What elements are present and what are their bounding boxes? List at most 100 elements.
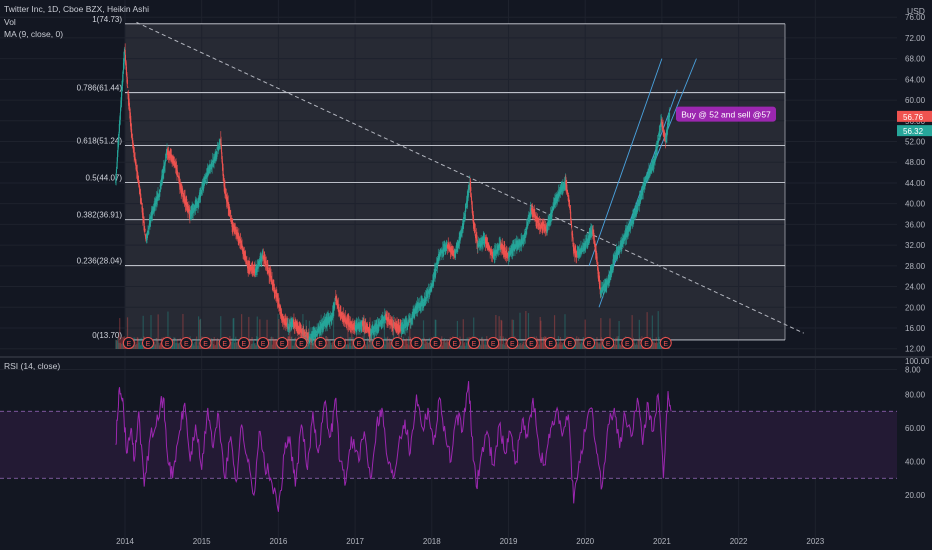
candle-body [533, 214, 535, 217]
candle-body [568, 199, 570, 202]
volume-bar [347, 313, 349, 349]
candle-body [469, 183, 471, 185]
candle-body [330, 319, 332, 321]
time-axis-label: 2021 [653, 537, 671, 546]
candle-body [656, 146, 658, 149]
last-price-text: 56.76 [903, 113, 924, 122]
candles [115, 43, 671, 347]
candle-body [231, 224, 233, 227]
candle-body [136, 170, 138, 175]
volume-bar [656, 343, 659, 349]
candle-body [639, 197, 641, 203]
volume-bar [519, 312, 521, 349]
volume-bar [484, 339, 486, 349]
earnings-letter: E [529, 341, 534, 348]
candle-body [266, 264, 268, 268]
candle-body [367, 328, 369, 331]
candle-body [371, 330, 373, 335]
candle-body [578, 250, 580, 256]
volume-bar [231, 341, 233, 349]
candle-body [166, 149, 168, 155]
volume-bar [462, 338, 464, 349]
candle-body [130, 122, 132, 127]
candle-body [662, 128, 664, 130]
candle-body [459, 234, 462, 239]
volume-bar [351, 339, 354, 349]
candle-body [593, 236, 595, 241]
candle-body [617, 253, 619, 254]
earnings-letter: E [414, 341, 419, 348]
candle-body [358, 324, 360, 328]
candle-body [366, 326, 368, 328]
volume-bar [196, 336, 198, 349]
candle-body [452, 254, 454, 256]
candle-body [308, 335, 310, 337]
candle-body [556, 199, 558, 201]
candle-body [635, 209, 637, 212]
volume-bar [230, 338, 232, 349]
candle-body [576, 253, 578, 255]
candle-body [151, 214, 154, 216]
candle-body [596, 256, 598, 264]
candle-body [418, 303, 420, 305]
candle-body [257, 266, 259, 268]
candle-body [462, 223, 464, 231]
candle-body [154, 204, 156, 209]
candle-body [292, 320, 294, 321]
candle-body [491, 250, 493, 257]
candle-body [660, 123, 663, 125]
volume-bar [540, 320, 542, 349]
volume-bar [150, 315, 152, 349]
candle-body [620, 245, 622, 247]
candle-body [218, 146, 220, 148]
volume-bar [557, 344, 559, 349]
candle-body [613, 256, 616, 262]
earnings-icon [142, 337, 155, 349]
candle-body [608, 277, 610, 279]
candle-body [135, 162, 137, 165]
candle-body [244, 253, 246, 256]
price-axis-label: 76.00 [905, 13, 926, 22]
candle-body [506, 251, 508, 253]
candle-body [181, 191, 184, 194]
candle-body [344, 317, 347, 319]
candle-body [517, 242, 520, 247]
candle-body [439, 254, 441, 256]
volume-bar [256, 336, 258, 349]
volume-bar [460, 345, 462, 349]
candle-body [431, 284, 433, 286]
volume-bar [407, 341, 409, 349]
earnings-letter: E [337, 341, 342, 348]
volume-bar [392, 315, 395, 349]
volume-bar [563, 342, 565, 349]
candle-body [379, 322, 381, 324]
candle-body [640, 197, 642, 199]
candle-body [231, 221, 233, 226]
candle-body [598, 276, 600, 280]
candle-body [540, 225, 542, 229]
volume-bar [402, 336, 404, 349]
volume-bar [504, 342, 506, 349]
candle-body [290, 321, 292, 325]
candle-body [331, 316, 333, 318]
volume-bar [135, 341, 137, 349]
volume-bar [212, 340, 214, 349]
candle-body [241, 243, 243, 245]
candle-body [437, 258, 439, 262]
candle-body [417, 304, 419, 308]
volume-legend: Vol [4, 17, 16, 27]
candle-body [465, 206, 467, 208]
volume-bar [215, 341, 217, 349]
candle-body [626, 229, 628, 232]
candle-body [189, 211, 192, 212]
volume-bar [560, 345, 562, 349]
volume-bar [655, 337, 657, 349]
volume-bar [347, 344, 350, 349]
candle-body [297, 326, 299, 330]
volume-bar [575, 341, 577, 349]
volume-bar [559, 341, 561, 349]
candle-body [600, 292, 602, 294]
candle-body [278, 303, 280, 307]
candle-body [200, 189, 202, 191]
